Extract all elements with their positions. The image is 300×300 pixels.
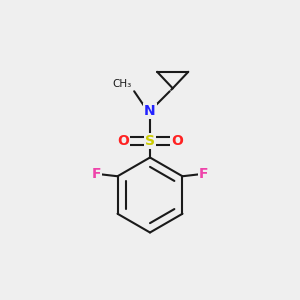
Text: F: F xyxy=(92,167,101,181)
Text: CH₃: CH₃ xyxy=(112,79,132,89)
Text: O: O xyxy=(171,134,183,148)
Text: N: N xyxy=(144,104,156,118)
Text: O: O xyxy=(117,134,129,148)
Text: S: S xyxy=(145,134,155,148)
Text: F: F xyxy=(199,167,208,181)
